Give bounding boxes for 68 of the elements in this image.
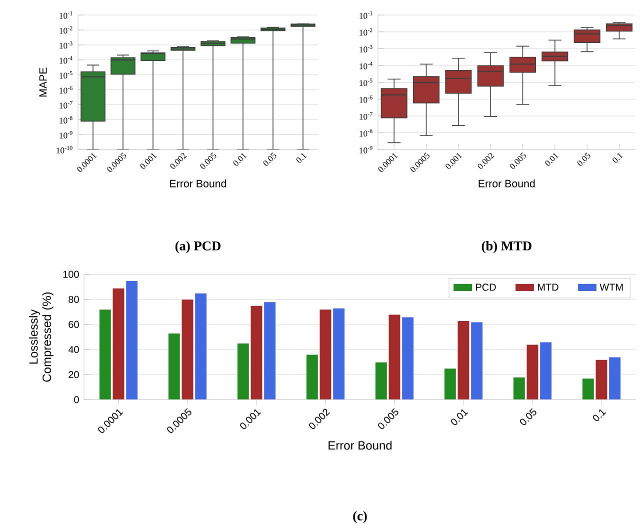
bar: [512, 376, 526, 400]
y-tick-label: 10$^{-7}$: [360, 112, 372, 120]
bar: [264, 302, 276, 400]
bar: [540, 342, 552, 400]
x-tick-label: 0.01: [233, 153, 247, 166]
bar: [402, 316, 414, 400]
y-tick-label: 10$^{-7}$: [60, 101, 72, 108]
x-tick-label: 0.05: [577, 152, 590, 166]
y-tick-label: 10$^{-9}$: [360, 146, 372, 154]
bar: [194, 292, 208, 400]
y-tick-label: 40: [68, 346, 79, 354]
x-tick-label: 0.01: [451, 409, 468, 426]
y-axis-title: MAPE: [39, 68, 47, 97]
y-tick-label: 20: [68, 371, 79, 378]
bar: [374, 362, 388, 400]
bar: [388, 314, 401, 400]
bar: [526, 344, 539, 400]
y-tick-label: 10$^{-1}$: [360, 11, 372, 19]
y-tick-label: 10$^{-5}$: [360, 78, 372, 86]
y-tick-label: 80: [68, 296, 79, 303]
x-tick-label: 0.01: [545, 153, 559, 166]
bar: [112, 288, 125, 400]
bar: [168, 332, 180, 400]
bar: [306, 354, 318, 400]
legend-label: WTM: [600, 284, 623, 291]
text: (c): [353, 511, 367, 524]
bar: [250, 305, 263, 400]
y-tick-label: 10$^{-6}$: [60, 86, 72, 94]
text: (b) MTD: [482, 241, 532, 254]
bar: [595, 359, 608, 400]
legend-label: PCD: [476, 284, 496, 291]
bar: [470, 322, 484, 400]
y-tick-label: 10$^{-8}$: [360, 129, 372, 137]
y-tick-label: 60: [68, 320, 79, 328]
x-axis-title: Error Bound: [478, 180, 535, 188]
bar: [582, 378, 594, 400]
y-tick-label: 10$^{-2}$: [360, 28, 372, 36]
x-axis-title: Error Bound: [328, 440, 392, 450]
y-tick-label: 10$^{-4}$: [60, 56, 73, 64]
y-tick-label: 100: [63, 270, 79, 278]
y-tick-label: 10$^{-2}$: [60, 26, 72, 34]
x-tick-label: 0.1: [296, 153, 307, 163]
bar: [444, 368, 456, 400]
y-tick-label: 10$^{-3}$: [360, 44, 372, 52]
bar: [457, 320, 470, 400]
bar: [608, 356, 622, 400]
y-tick-label: 10$^{-4}$: [360, 62, 373, 70]
text: (a) PCD: [175, 241, 220, 254]
y-axis-title: Losslessly Compressed (%): [28, 292, 54, 382]
bar: [332, 308, 346, 400]
y-tick-label: 10$^{-5}$: [60, 71, 72, 79]
y-tick-label: 10$^{-3}$: [60, 41, 72, 49]
bar: [181, 299, 194, 400]
legend-label: MTD: [538, 284, 558, 291]
y-tick-label: 10$^{-10}$: [56, 146, 72, 154]
x-axis-title: Error Bound: [170, 180, 226, 188]
y-tick-label: 10$^{-6}$: [360, 95, 372, 103]
y-tick-label: 10$^{-8}$: [60, 116, 72, 124]
bar: [319, 309, 332, 400]
y-tick-label: 10$^{-1}$: [60, 11, 72, 19]
bar: [236, 342, 250, 400]
x-tick-label: 0.1: [612, 153, 623, 163]
y-tick-label: 0: [74, 396, 79, 404]
x-tick-label: 0.1: [592, 409, 606, 422]
bar: [126, 280, 138, 400]
y-tick-label: 10$^{-9}$: [60, 130, 72, 138]
bar: [98, 309, 112, 400]
x-tick-label: 0.05: [263, 152, 276, 166]
